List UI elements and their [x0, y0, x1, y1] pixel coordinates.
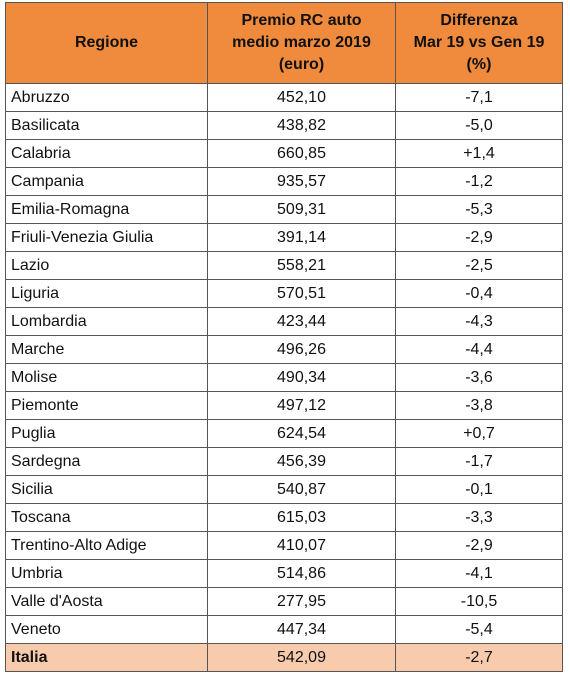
premium-value: 447,34 [207, 615, 396, 644]
region-name: Veneto [5, 615, 208, 644]
diff-value: +1,4 [395, 139, 563, 168]
diff-value: -2,5 [395, 251, 563, 280]
premium-value: 410,07 [207, 531, 396, 560]
diff-value: -5,3 [395, 195, 563, 224]
header-diff-line-2: Mar 19 vs Gen 19 [413, 34, 545, 51]
premium-value: 570,51 [207, 279, 396, 308]
table-row: Valle d'Aosta 277,95 -10,5 [5, 587, 563, 616]
region-name: Valle d'Aosta [5, 587, 208, 616]
premium-value: 452,10 [207, 83, 396, 112]
premium-value: 456,39 [207, 447, 396, 476]
premium-value: 277,95 [207, 587, 396, 616]
region-name: Abruzzo [5, 83, 208, 112]
region-name: Campania [5, 167, 208, 196]
region-name: Trentino-Alto Adige [5, 531, 208, 560]
header-premium-line-3: (euro) [278, 56, 325, 73]
diff-value: -3,8 [395, 391, 563, 420]
header-diff-line-1: Differenza [440, 12, 518, 29]
diff-value: -5,4 [395, 615, 563, 644]
header-premium-line-2: medio marzo 2019 [232, 34, 371, 51]
table-row: Sardegna 456,39 -1,7 [5, 447, 563, 476]
header-diff: Differenza Mar 19 vs Gen 19 (%) [395, 2, 563, 84]
region-name: Molise [5, 363, 208, 392]
premium-value: 438,82 [207, 111, 396, 140]
diff-value: -1,2 [395, 167, 563, 196]
region-name: Puglia [5, 419, 208, 448]
diff-value: -4,4 [395, 335, 563, 364]
premium-value: 514,86 [207, 559, 396, 588]
table-row: Umbria 514,86 -4,1 [5, 559, 563, 588]
diff-value: -5,0 [395, 111, 563, 140]
premium-table: Regione Premio RC auto medio marzo 2019 … [5, 2, 563, 672]
region-name: Liguria [5, 279, 208, 308]
table-row: Veneto 447,34 -5,4 [5, 615, 563, 644]
region-name: Lombardia [5, 307, 208, 336]
table-row: Friuli-Venezia Giulia 391,14 -2,9 [5, 223, 563, 252]
region-name: Umbria [5, 559, 208, 588]
header-row: Regione Premio RC auto medio marzo 2019 … [5, 2, 563, 84]
table-row: Emilia-Romagna 509,31 -5,3 [5, 195, 563, 224]
region-name: Friuli-Venezia Giulia [5, 223, 208, 252]
premium-value: 615,03 [207, 503, 396, 532]
total-region-name: Italia [5, 643, 208, 672]
region-name: Emilia-Romagna [5, 195, 208, 224]
premium-value: 558,21 [207, 251, 396, 280]
region-name: Basilicata [5, 111, 208, 140]
premium-value: 490,34 [207, 363, 396, 392]
diff-value: -10,5 [395, 587, 563, 616]
premium-value: 509,31 [207, 195, 396, 224]
diff-value: +0,7 [395, 419, 563, 448]
table-row: Molise 490,34 -3,6 [5, 363, 563, 392]
region-name: Sardegna [5, 447, 208, 476]
total-row: Italia 542,09 -2,7 [5, 643, 563, 672]
table-row: Puglia 624,54 +0,7 [5, 419, 563, 448]
table-row: Liguria 570,51 -0,4 [5, 279, 563, 308]
diff-value: -2,9 [395, 531, 563, 560]
header-diff-line-3: (%) [466, 56, 492, 73]
table-row: Lazio 558,21 -2,5 [5, 251, 563, 280]
region-name: Toscana [5, 503, 208, 532]
table-row: Sicilia 540,87 -0,1 [5, 475, 563, 504]
header-premium-line-1: Premio RC auto [241, 12, 362, 29]
premium-value: 496,26 [207, 335, 396, 364]
table-row: Lombardia 423,44 -4,3 [5, 307, 563, 336]
region-name: Lazio [5, 251, 208, 280]
diff-value: -2,9 [395, 223, 563, 252]
diff-value: -3,3 [395, 503, 563, 532]
diff-value: -4,1 [395, 559, 563, 588]
table-row: Basilicata 438,82 -5,0 [5, 111, 563, 140]
diff-value: -0,4 [395, 279, 563, 308]
header-premium: Premio RC auto medio marzo 2019 (euro) [207, 2, 396, 84]
table-row: Campania 935,57 -1,2 [5, 167, 563, 196]
table-row: Piemonte 497,12 -3,8 [5, 391, 563, 420]
table-row: Toscana 615,03 -3,3 [5, 503, 563, 532]
premium-value: 497,12 [207, 391, 396, 420]
region-name: Piemonte [5, 391, 208, 420]
table-row: Calabria 660,85 +1,4 [5, 139, 563, 168]
region-name: Sicilia [5, 475, 208, 504]
premium-value: 391,14 [207, 223, 396, 252]
premium-value: 935,57 [207, 167, 396, 196]
total-premium-value: 542,09 [207, 643, 396, 672]
diff-value: -0,1 [395, 475, 563, 504]
premium-value: 660,85 [207, 139, 396, 168]
diff-value: -4,3 [395, 307, 563, 336]
premium-value: 423,44 [207, 307, 396, 336]
table-row: Trentino-Alto Adige 410,07 -2,9 [5, 531, 563, 560]
region-name: Marche [5, 335, 208, 364]
header-region: Regione [5, 2, 208, 84]
table-row: Abruzzo 452,10 -7,1 [5, 83, 563, 112]
diff-value: -7,1 [395, 83, 563, 112]
premium-value: 624,54 [207, 419, 396, 448]
table-row: Marche 496,26 -4,4 [5, 335, 563, 364]
diff-value: -1,7 [395, 447, 563, 476]
premium-value: 540,87 [207, 475, 396, 504]
region-name: Calabria [5, 139, 208, 168]
diff-value: -3,6 [395, 363, 563, 392]
total-diff-value: -2,7 [395, 643, 563, 672]
